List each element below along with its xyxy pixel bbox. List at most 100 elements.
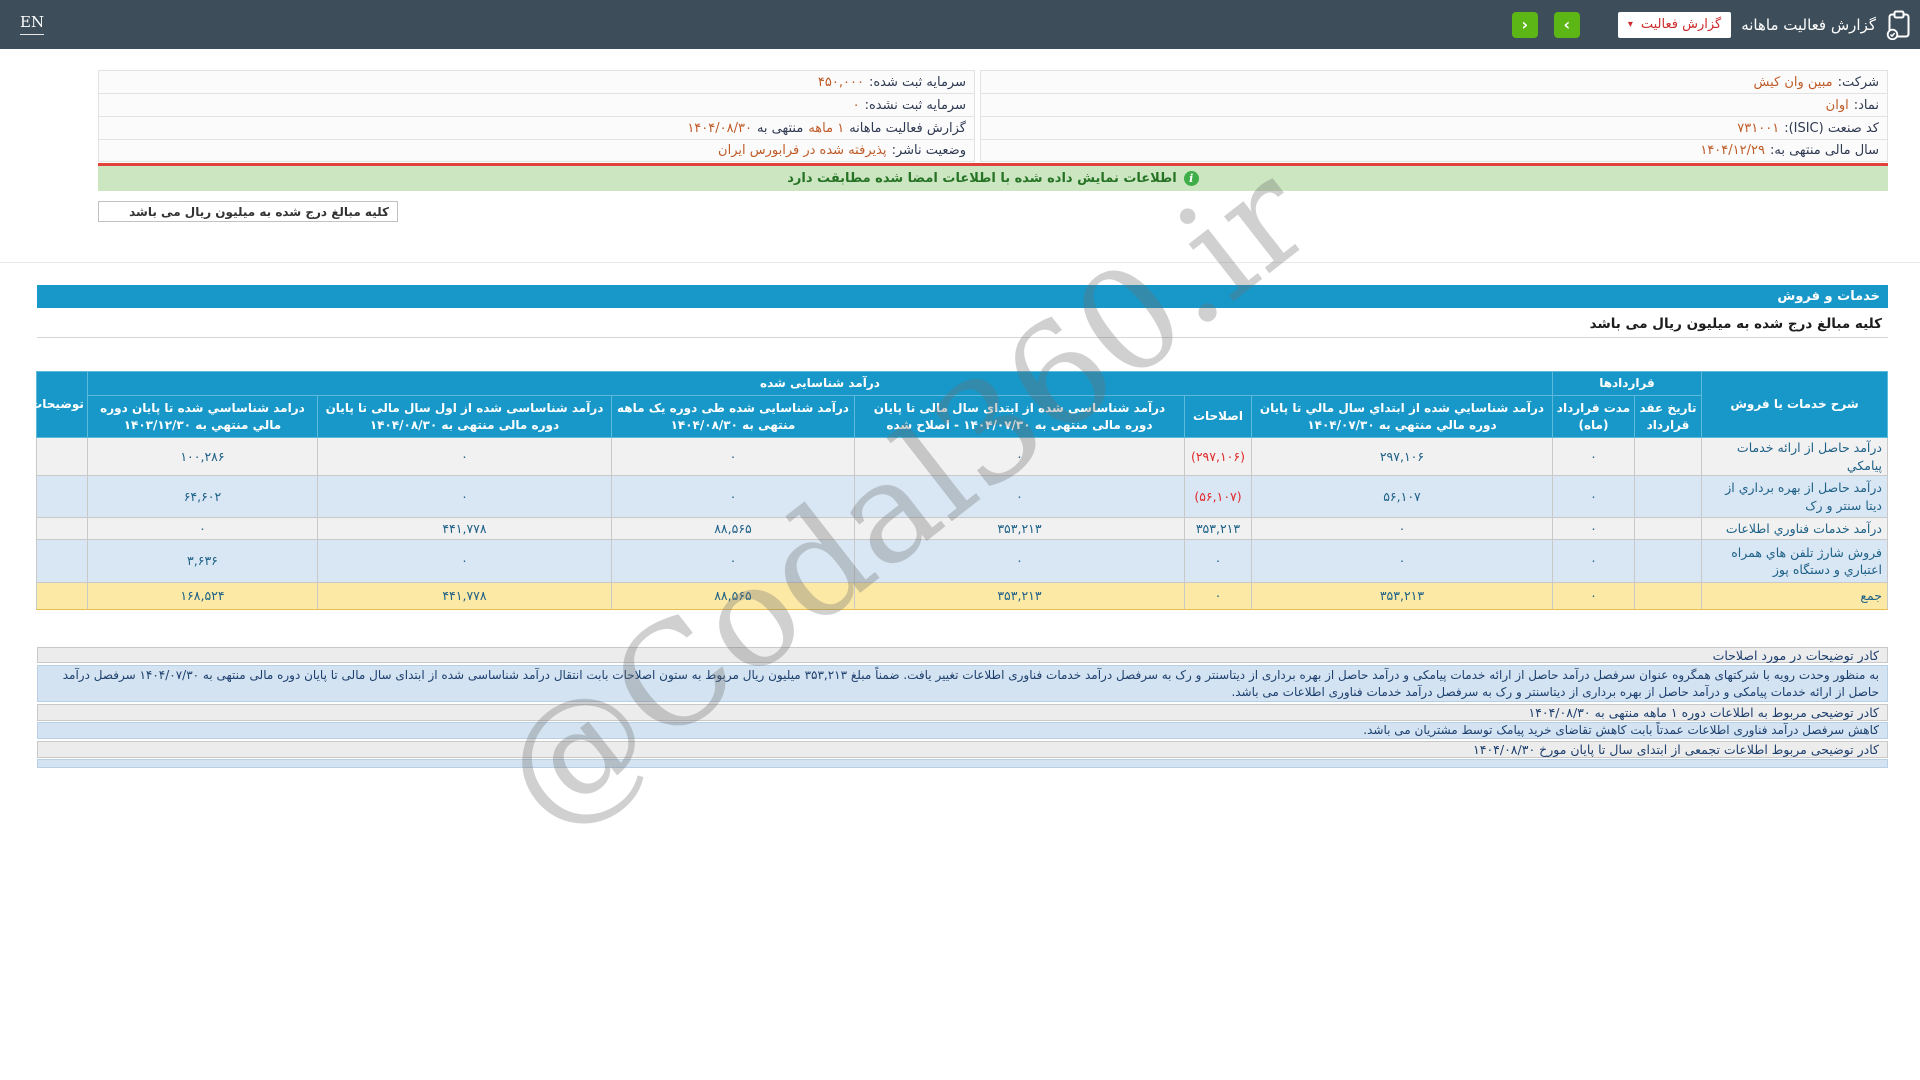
cell-rev-to-0730: ۵۶,۱۰۷	[1250, 475, 1553, 518]
table-row-datacenter: درآمد حاصل از بهره برداري از دیتا سنتر و…	[35, 475, 1888, 518]
footnote-adjustments-header-text: کادر توضیحات در مورد اصلاحات	[1712, 647, 1879, 663]
total-label: جمع	[1701, 582, 1888, 610]
fiscal-year-row: سال مالی منتهی به: ۱۴۰۴/۱۲/۲۹	[980, 139, 1888, 162]
cell-rev-month: ۰	[610, 437, 855, 476]
isic-label: کد صنعت (ISIC):	[1784, 120, 1879, 136]
cell-rev-ytd: ۰	[316, 475, 612, 518]
cell-rev-prev-year: ۰	[86, 517, 318, 540]
isic-row: کد صنعت (ISIC): ۷۳۱۰۰۱	[980, 116, 1888, 139]
col-header-rev-prev-year: درامد شناساسي شده تا پایان دوره مالي منت…	[86, 395, 318, 438]
cell-rev-month: ۸۸,۵۶۵	[610, 582, 855, 610]
table-row-total: جمع ۰ ۳۵۳,۲۱۳ ۰ ۳۵۳,۲۱۳ ۸۸,۵۶۵ ۴۴۱,۷۷۸ ۱…	[35, 582, 1888, 610]
col-header-adjustments: اصلاحات	[1183, 395, 1252, 438]
symbol-value: اوان	[1825, 97, 1849, 113]
revenue-table-wrapper: شرح خدمات یا فروش قراردادها درآمد شناسای…	[30, 371, 1888, 610]
cell-notes	[35, 437, 88, 476]
registered-capital-value: ۴۵۰,۰۰۰	[817, 74, 864, 90]
company-name-value: مبین وان کیش	[1753, 74, 1833, 90]
unregistered-capital-row: سرمایه ثبت نشده: ۰	[98, 93, 975, 116]
top-bar: EN گزارش فعالیت ماهانه گزارش فعالیت ▾ › …	[0, 0, 1920, 49]
cell-contract-date	[1634, 437, 1702, 476]
language-toggle[interactable]: EN	[20, 13, 45, 35]
report-period-date: ۱۴۰۴/۰۸/۳۰	[687, 120, 752, 136]
issuer-status-row: وضعیت ناشر: پذیرفته شده در فرابورس ایران	[98, 139, 975, 162]
row-label: درآمد خدمات فناوري اطلاعات	[1701, 517, 1888, 540]
section-title: خدمات و فروش	[1777, 289, 1880, 304]
cell-rev-to-0730: ۰	[1250, 539, 1553, 583]
cell-rev-prev-year: ۱۰۰,۲۸۶	[86, 437, 318, 476]
table-row-sms-services: درآمد حاصل از ارائه خدمات پیامکي ۰ ۲۹۷,۱…	[35, 437, 1888, 476]
report-period-middle: منتهی به	[756, 120, 804, 136]
col-header-notes: توضیحات	[30, 371, 88, 438]
cell-rev-ytd: ۴۴۱,۷۷۸	[316, 582, 612, 610]
page-title: گزارش فعالیت ماهانه	[1741, 15, 1876, 34]
footnote-cumulative-body	[37, 759, 1888, 768]
cell-duration: ۰	[1551, 517, 1636, 540]
topbar-cluster: گزارش فعالیت ماهانه گزارش فعالیت ▾ › ‹	[1511, 0, 1912, 49]
cell-rev-month: ۰	[610, 539, 855, 583]
fiscal-year-value: ۱۴۰۴/۱۲/۲۹	[1700, 143, 1765, 158]
signed-info-text: اطلاعات نمایش داده شده با اطلاعات امضا ش…	[787, 171, 1177, 186]
company-name-label: شرکت:	[1837, 74, 1879, 90]
company-name-row: شرکت: مبین وان کیش	[980, 70, 1888, 93]
cell-rev-to-0730: ۲۹۷,۱۰۶	[1250, 437, 1553, 476]
signed-info-banner: i اطلاعات نمایش داده شده با اطلاعات امضا…	[98, 166, 1888, 191]
cell-duration: ۰	[1551, 539, 1636, 583]
table-row-sim-charge-pos: فروش شارژ تلفن هاي همراه اعتباري و دستگا…	[35, 539, 1888, 583]
revenue-table: شرح خدمات یا فروش قراردادها درآمد شناسای…	[30, 371, 1888, 610]
cell-rev-adjusted: ۰	[853, 475, 1185, 518]
registered-capital-label: سرمایه ثبت شده:	[868, 74, 966, 90]
issuer-status-label: وضعیت ناشر:	[891, 143, 966, 158]
amounts-unit-text: کلیه مبالغ درج شده به میلیون ریال می باش…	[129, 204, 389, 219]
page-divider	[0, 262, 1920, 263]
section-unit-note: کلیه مبالغ درج شده به میلیون ریال می باش…	[37, 310, 1888, 338]
cell-rev-adjusted: ۰	[853, 539, 1185, 583]
info-icon: i	[1183, 171, 1199, 186]
cell-contract-date	[1634, 475, 1702, 518]
cell-duration: ۰	[1551, 437, 1636, 476]
col-group-contracts: قراردادها	[1551, 371, 1703, 396]
footnote-monthly-header: کادر توضیحی مربوط به اطلاعات دوره ۱ ماهه…	[37, 704, 1888, 721]
row-label: درآمد حاصل از بهره برداري از دیتا سنتر و…	[1701, 475, 1888, 518]
company-info-right-column: شرکت: مبین وان کیش نماد: اوان کد صنعت (I…	[980, 70, 1888, 162]
cell-notes	[35, 517, 88, 540]
cell-rev-prev-year: ۱۶۸,۵۲۴	[86, 582, 318, 610]
cell-notes	[35, 475, 88, 518]
report-period-row: گزارش فعالیت ماهانه ۱ ماهه منتهی به ۱۴۰۴…	[98, 116, 975, 139]
col-header-rev-ytd: درآمد شناساسی شده از اول سال مالی تا پای…	[316, 395, 612, 438]
symbol-label: نماد:	[1853, 97, 1879, 113]
cell-notes	[35, 582, 88, 610]
section-unit-note-text: کلیه مبالغ درج شده به میلیون ریال می باش…	[1589, 315, 1882, 332]
cell-contract-date	[1634, 539, 1702, 583]
cell-adjustments: (۵۶,۱۰۷)	[1183, 475, 1252, 518]
cell-notes	[35, 539, 88, 583]
cell-rev-adjusted: ۳۵۳,۲۱۳	[853, 582, 1185, 610]
clipboard-check-icon[interactable]	[1886, 10, 1912, 40]
cell-rev-month: ۸۸,۵۶۵	[610, 517, 855, 540]
cell-adjustments: ۰	[1183, 539, 1252, 583]
col-header-rev-month: درآمد شناسایی شده طی دوره یک ماهه منتهی …	[610, 395, 855, 438]
cell-rev-to-0730: ۰	[1250, 517, 1553, 540]
unregistered-capital-value: ۰	[852, 97, 860, 113]
col-header-rev-to-0730: درآمد شناسایي شده از ابتداي سال مالي تا …	[1250, 395, 1553, 438]
row-label: فروش شارژ تلفن هاي همراه اعتباري و دستگا…	[1701, 539, 1888, 583]
cell-rev-to-0730: ۳۵۳,۲۱۳	[1250, 582, 1553, 610]
next-report-button[interactable]: ›	[1553, 11, 1580, 38]
amounts-unit-box: کلیه مبالغ درج شده به میلیون ریال می باش…	[98, 201, 398, 222]
report-type-dropdown[interactable]: گزارش فعالیت ▾	[1617, 11, 1732, 38]
symbol-row: نماد: اوان	[980, 93, 1888, 116]
red-divider	[98, 163, 1888, 166]
footnote-cumulative-header: کادر توضیحی مربوط اطلاعات تجمعی از ابتدا…	[37, 741, 1888, 758]
company-info-left-column: سرمایه ثبت شده: ۴۵۰,۰۰۰ سرمایه ثبت نشده:…	[98, 70, 975, 162]
cell-rev-adjusted: ۳۵۳,۲۱۳	[853, 517, 1185, 540]
report-type-dropdown-label: گزارش فعالیت	[1640, 17, 1722, 32]
table-row-it-services: درآمد خدمات فناوري اطلاعات ۰ ۰ ۳۵۳,۲۱۳ ۳…	[35, 517, 1888, 540]
footnote-monthly-header-text: کادر توضیحی مربوط به اطلاعات دوره ۱ ماهه…	[1528, 705, 1879, 720]
issuer-status-value: پذیرفته شده در فرابورس ایران	[718, 143, 887, 158]
cell-adjustments: (۲۹۷,۱۰۶)	[1183, 437, 1252, 476]
company-info-card: شرکت: مبین وان کیش نماد: اوان کد صنعت (I…	[98, 70, 1888, 162]
report-period-prefix: گزارش فعالیت ماهانه	[849, 120, 966, 136]
col-header-rev-to-0730-adjusted: درآمد شناساسی شده از ابتدای سال مالی تا …	[853, 395, 1185, 438]
row-label: درآمد حاصل از ارائه خدمات پیامکي	[1701, 437, 1888, 476]
previous-report-button[interactable]: ‹	[1511, 11, 1538, 38]
